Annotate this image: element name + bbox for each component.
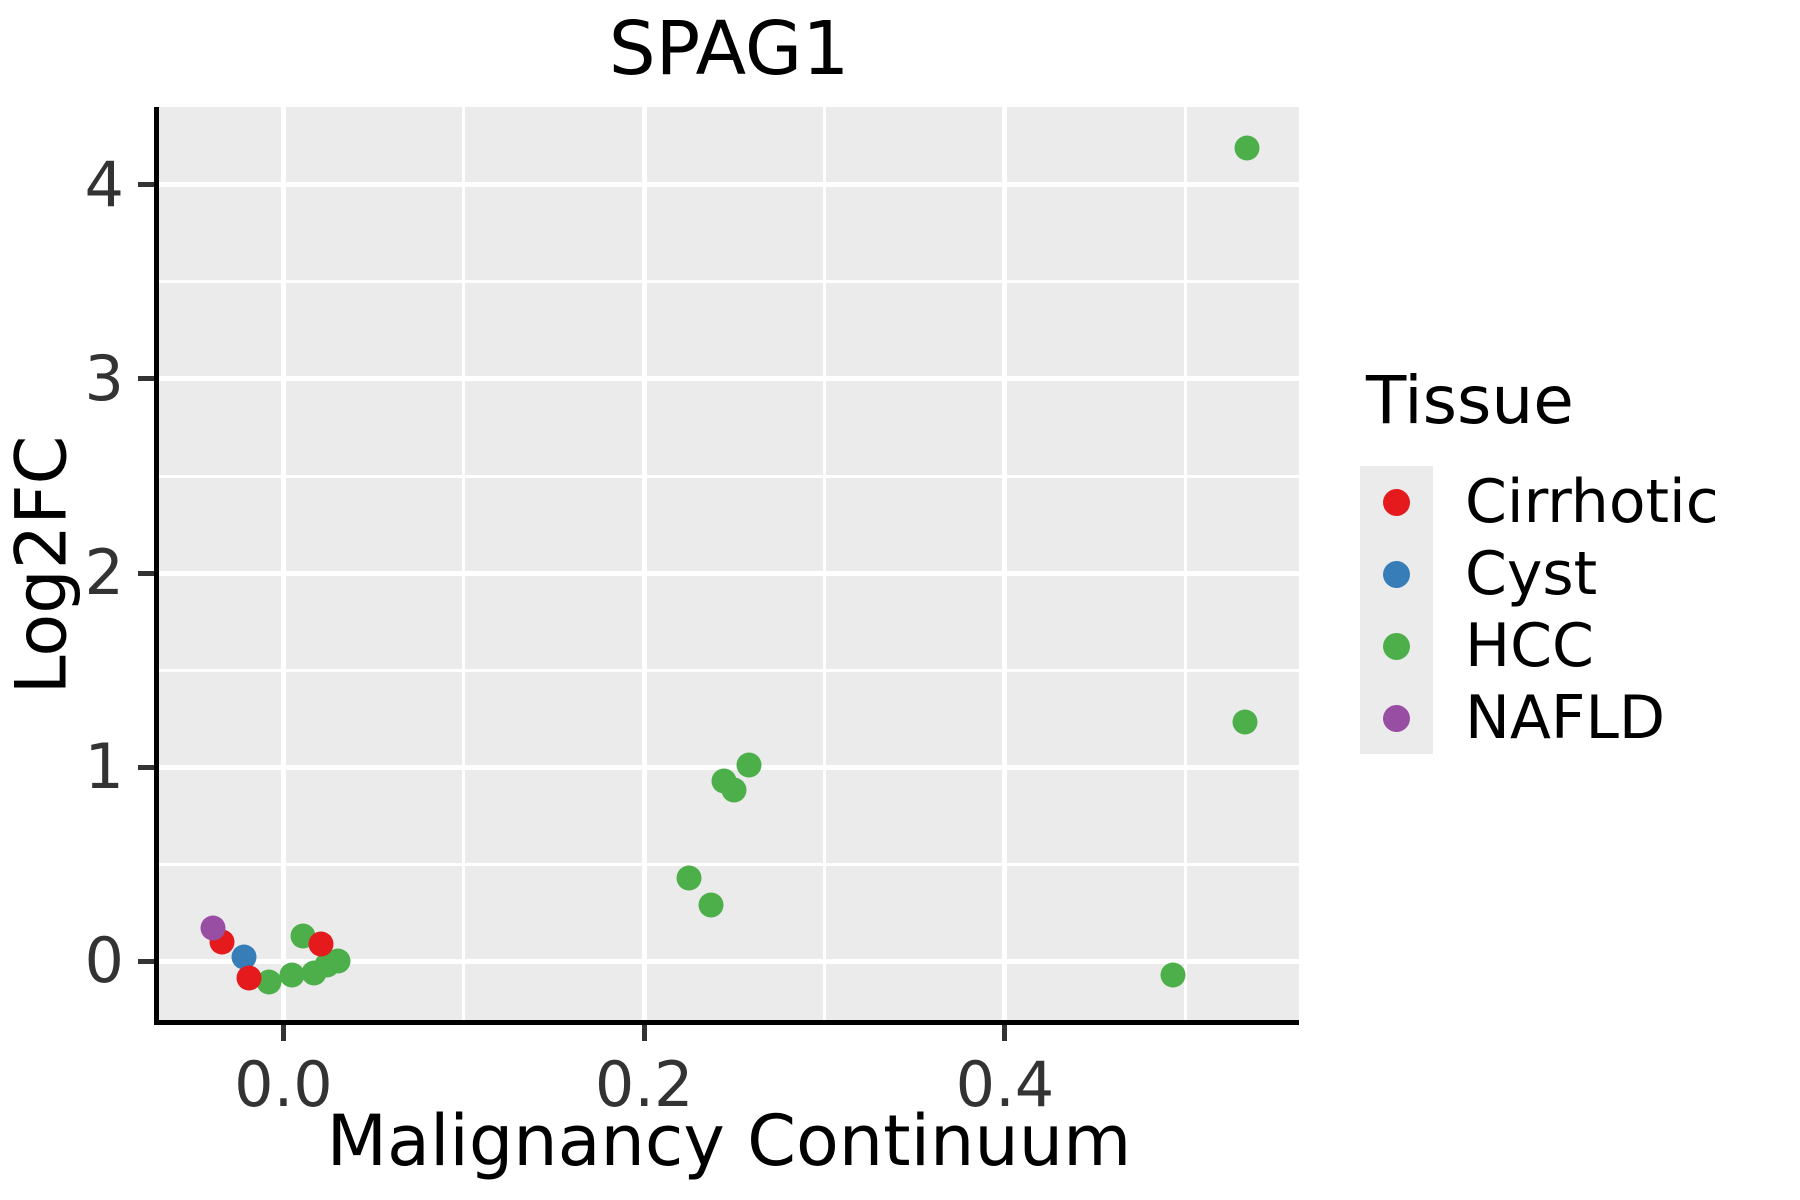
legend-items: Cirrhotic Cyst HCC NAFLD [1360, 466, 1800, 754]
legend-item-cyst: Cyst [1360, 538, 1800, 610]
y-tick-mark [138, 764, 154, 770]
x-tick-mark [1002, 1025, 1008, 1041]
y-axis-line [154, 107, 159, 1025]
y-tick-mark [138, 182, 154, 188]
gridline-minor-horizontal [159, 474, 1299, 478]
gridline-major-horizontal [159, 958, 1299, 964]
legend-swatch-icon [1383, 704, 1410, 732]
x-tick-mark [280, 1025, 286, 1041]
x-axis-label: Malignancy Continuum [326, 1100, 1132, 1182]
y-tick-mark [138, 958, 154, 964]
gridline-minor-vertical [1183, 107, 1187, 1020]
gridline-major-horizontal [159, 764, 1299, 770]
legend-key [1360, 610, 1433, 682]
gridline-minor-vertical [823, 107, 827, 1020]
gridline-major-vertical [1002, 107, 1008, 1020]
x-tick-label: 0.4 [955, 1048, 1055, 1121]
y-tick-label: 4 [84, 147, 124, 221]
gridline-major-vertical [280, 107, 286, 1020]
gridline-minor-horizontal [159, 862, 1299, 866]
x-axis-line [154, 1020, 1299, 1025]
legend: Tissue Cirrhotic Cyst HCC NAFLD [1360, 366, 1800, 754]
y-tick-mark [138, 376, 154, 382]
x-tick-label: 0.0 [234, 1048, 333, 1121]
gridline-minor-horizontal [159, 668, 1299, 672]
legend-swatch-icon [1383, 632, 1410, 660]
gridline-major-horizontal [159, 570, 1299, 576]
x-tick-mark [641, 1025, 647, 1041]
legend-key [1360, 682, 1433, 754]
legend-item-label: NAFLD [1465, 683, 1666, 753]
legend-item-hcc: HCC [1360, 610, 1800, 682]
y-tick-label: 1 [84, 730, 124, 803]
data-point-cyst [231, 944, 257, 970]
y-tick-label: 2 [84, 536, 124, 609]
legend-item-label: HCC [1465, 611, 1594, 681]
data-point-hcc [676, 865, 702, 891]
data-point-nafld [200, 915, 226, 941]
y-tick-label: 3 [84, 341, 124, 415]
gridline-major-vertical [641, 107, 647, 1020]
legend-item-nafld: NAFLD [1360, 682, 1800, 754]
plot-panel [159, 107, 1299, 1020]
y-axis-label: Log2FC [0, 435, 83, 695]
data-point-hcc [1234, 135, 1260, 161]
y-tick-mark [138, 570, 154, 576]
data-point-hcc [1232, 709, 1258, 735]
legend-item-label: Cirrhotic [1465, 467, 1719, 537]
data-point-cirrhotic [308, 931, 334, 957]
legend-title: Tissue [1366, 362, 1574, 439]
legend-key [1360, 466, 1433, 538]
gridline-major-horizontal [159, 182, 1299, 188]
legend-item-label: Cyst [1465, 539, 1598, 609]
x-tick-label: 0.2 [594, 1048, 694, 1121]
gridline-minor-vertical [462, 107, 466, 1020]
legend-swatch-icon [1383, 560, 1410, 588]
legend-swatch-icon [1383, 488, 1410, 516]
legend-item-cirrhotic: Cirrhotic [1360, 466, 1800, 538]
gridline-major-horizontal [159, 376, 1299, 382]
legend-key [1360, 538, 1433, 610]
data-point-hcc [736, 752, 762, 778]
gridline-minor-horizontal [159, 280, 1299, 284]
data-point-hcc [1160, 962, 1186, 988]
y-tick-label: 0 [84, 924, 124, 998]
data-point-hcc [279, 962, 305, 988]
data-point-hcc [721, 777, 747, 803]
data-point-cirrhotic [236, 965, 262, 991]
chart-title: SPAG1 [608, 6, 850, 92]
data-point-hcc [698, 892, 724, 918]
